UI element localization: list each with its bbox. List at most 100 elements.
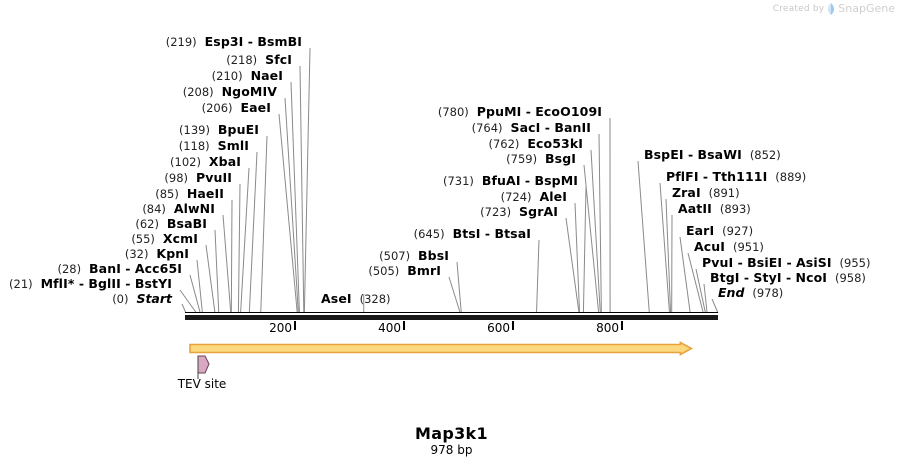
cut-position: (28) — [57, 262, 82, 276]
enzyme-site-label[interactable]: AcuI (951) — [694, 239, 764, 255]
enzyme-name: NcoI — [795, 270, 828, 285]
enzyme-name: XcmI — [162, 231, 198, 246]
leader-line — [196, 259, 203, 314]
cut-position: (84) — [142, 202, 166, 216]
enzyme-separator: - — [782, 255, 797, 270]
enzyme-site-label[interactable]: (724) AleI — [501, 190, 567, 205]
enzyme-site-label[interactable]: (102) XbaI — [170, 155, 241, 170]
leader-line — [214, 229, 220, 314]
enzyme-site-label[interactable]: (84) AlwNI — [142, 202, 215, 217]
leader-line — [679, 236, 691, 314]
enzyme-site-label[interactable]: (780) PpuMI - EcoO109I — [437, 104, 602, 120]
enzyme-site-label[interactable]: (723) SgrAI — [480, 205, 558, 220]
cut-position: (102) — [170, 155, 201, 169]
enzyme-name: BsmBI — [257, 34, 302, 49]
cut-position: (759) — [506, 152, 538, 166]
enzyme-site-label[interactable]: (21) MflI* - BglII - BstYI — [9, 276, 172, 292]
leader-line — [222, 214, 232, 314]
enzyme-name: BsaBI — [166, 216, 207, 231]
enzyme-site-label[interactable]: (731) BfuAI - BspMI — [443, 173, 578, 189]
cut-position: (21) — [9, 277, 33, 291]
enzyme-name: StyI — [753, 270, 782, 285]
enzyme-site-label[interactable]: (55) XcmI — [131, 231, 198, 247]
cut-position: (978) — [752, 286, 784, 300]
enzyme-name: Eco53kI — [527, 136, 583, 151]
enzyme-name: EarI — [686, 223, 715, 238]
leader-line — [665, 198, 672, 314]
enzyme-site-label[interactable]: AatII (893) — [678, 201, 751, 217]
enzyme-site-label[interactable]: EarI (927) — [686, 223, 753, 239]
cut-position: (98) — [164, 171, 189, 185]
enzyme-site-label[interactable]: (645) BtsI - BtsaI — [414, 227, 531, 242]
enzyme-site-label[interactable]: (85) HaeII — [155, 187, 224, 202]
enzyme-site-label[interactable]: (139) BpuEI — [179, 123, 259, 138]
enzyme-site-label[interactable]: (62) BsaBI — [135, 216, 207, 232]
cut-position: (762) — [488, 137, 520, 151]
tev-site-label: TEV site — [177, 377, 227, 391]
enzyme-name: AcuI — [694, 239, 726, 254]
feature-arrow-shape — [189, 341, 694, 356]
enzyme-separator: - — [683, 147, 698, 162]
orange-feature-arrow[interactable] — [188, 341, 694, 356]
sequence-ruler-bar — [185, 315, 718, 320]
enzyme-site-label[interactable]: (0) Start — [112, 292, 172, 307]
enzyme-site-label[interactable]: (206) EaeI — [202, 101, 271, 116]
enzyme-site-label[interactable]: (764) SacI - BanII — [471, 121, 591, 136]
leader-line — [240, 167, 250, 314]
enzyme-site-label[interactable]: BspEI - BsaWI (852) — [644, 147, 781, 163]
enzyme-name: PvuII — [195, 170, 232, 185]
enzyme-site-label[interactable]: (219) Esp3I - BsmBI — [165, 34, 302, 50]
enzyme-site-label[interactable]: ZraI (891) — [672, 186, 740, 201]
leader-line — [687, 252, 704, 314]
enzyme-site-label[interactable]: PflFI - Tth111I (889) — [666, 169, 807, 185]
leader-line — [695, 268, 706, 314]
enzyme-site-label[interactable]: (32) KpnI — [124, 247, 189, 262]
cut-position: (139) — [179, 123, 210, 137]
cut-position: (889) — [775, 170, 807, 184]
enzyme-separator: - — [733, 255, 748, 270]
enzyme-site-label[interactable]: (28) BanI - Acc65I — [57, 261, 182, 277]
cut-position: (32) — [124, 247, 149, 261]
enzyme-name: Tth111I — [712, 169, 768, 184]
enzyme-site-label[interactable]: (762) Eco53kI — [488, 136, 584, 152]
ruler-tick-label: 800 — [596, 321, 619, 335]
enzyme-site-label[interactable]: BtgI - StyI - NcoI (958) — [710, 270, 866, 286]
leader-line — [536, 239, 540, 314]
enzyme-site-label[interactable]: End (978) — [718, 286, 784, 301]
leader-line — [711, 298, 719, 314]
cut-position: (219) — [165, 35, 197, 49]
enzyme-site-label[interactable]: AseI (328) — [321, 292, 391, 307]
cut-position: (0) — [112, 292, 129, 306]
enzyme-name: NaeI — [250, 68, 283, 83]
enzyme-name: BspMI — [534, 173, 578, 188]
tev-site-marker-icon[interactable] — [196, 353, 214, 379]
enzyme-separator: - — [521, 104, 536, 119]
ruler-tick — [293, 321, 296, 330]
leader-line — [703, 283, 708, 314]
leader-line — [205, 244, 216, 314]
cut-position: (55) — [131, 232, 155, 246]
enzyme-site-label[interactable]: (118) SmlI — [179, 139, 249, 154]
enzyme-site-label[interactable]: (507) BbsI — [379, 249, 449, 264]
enzyme-name: AatII — [678, 201, 712, 216]
enzyme-site-label[interactable]: (759) BsgI — [506, 152, 576, 167]
enzyme-site-label[interactable]: (505) BmrI — [368, 264, 441, 279]
cut-position: (62) — [135, 217, 159, 231]
leader-line — [637, 160, 650, 314]
cut-position: (764) — [471, 121, 503, 135]
enzyme-site-label[interactable]: PvuI - BsiEI - AsiSI (955) — [702, 255, 870, 271]
enzyme-name: Acc65I — [134, 261, 182, 276]
enzyme-separator: - — [698, 169, 713, 184]
snapgene-watermark: Created by SnapGene — [773, 2, 895, 15]
enzyme-name: BfuAI — [481, 173, 521, 188]
enzyme-site-label[interactable]: (218) SfcI — [226, 53, 292, 68]
map-length-label: 978 bp — [430, 443, 473, 457]
cut-position: (328) — [359, 292, 391, 306]
enzyme-site-label[interactable]: (208) NgoMIV — [183, 85, 277, 100]
enzyme-name: BstYI — [134, 276, 172, 291]
enzyme-site-label[interactable]: (210) NaeI — [212, 68, 283, 84]
cut-position: (780) — [437, 105, 469, 119]
leader-line — [448, 276, 461, 314]
enzyme-site-label[interactable]: (98) PvuII — [164, 170, 232, 186]
enzyme-name: PvuI — [702, 255, 734, 270]
